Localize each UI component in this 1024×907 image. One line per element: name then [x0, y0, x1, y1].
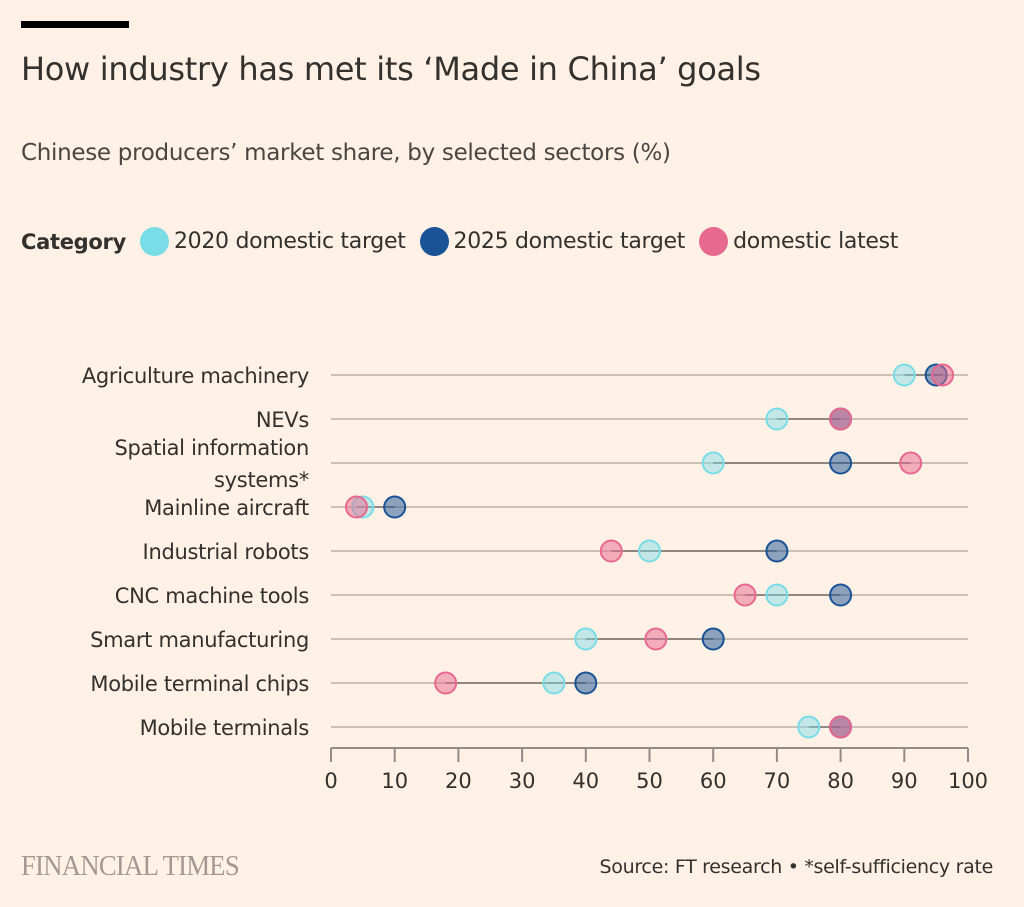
dot-2025-domestic-target [765, 539, 789, 563]
x-tick-label: 40 [572, 769, 599, 793]
category-label: CNC machine tools [115, 584, 309, 608]
dot-domestic-latest [344, 495, 368, 519]
category-label: Smart manufacturing [90, 628, 309, 652]
legend-label-domestic-latest: domestic latest [733, 229, 899, 254]
dot-domestic-latest [434, 671, 458, 695]
category-label: Spatial information systems* [115, 436, 309, 492]
category-label: Industrial robots [143, 540, 309, 564]
dot-2025-domestic-target [829, 451, 853, 475]
x-tick-label: 80 [827, 769, 854, 793]
category-label: Mobile terminal chips [90, 672, 309, 696]
category-label: NEVs [256, 408, 309, 432]
x-tick-label: 90 [891, 769, 918, 793]
x-tick-label: 10 [381, 769, 408, 793]
source-note: Source: FT research • *self-sufficiency … [599, 856, 994, 878]
legend-swatch-2020-target [139, 227, 169, 256]
x-tick-label: 50 [636, 769, 663, 793]
legend-item-2025-target: 2025 domestic target [419, 227, 686, 256]
legend-swatch-domestic-latest [699, 227, 729, 256]
legend-swatch-2025-target [419, 227, 449, 256]
dot-2025-domestic-target [829, 583, 853, 607]
dot-domestic-latest [644, 627, 668, 651]
dot-2025-domestic-target [574, 671, 598, 695]
dot-2020-domestic-target [638, 539, 661, 563]
x-tick-label: 30 [509, 769, 536, 793]
dot-2020-domestic-target [797, 715, 821, 739]
x-tick-label: 70 [764, 769, 791, 793]
legend-title: Category [21, 229, 126, 254]
ft-accent-bar [21, 21, 129, 28]
legend-item-domestic-latest: domestic latest [699, 227, 898, 256]
dot-domestic-latest [829, 715, 853, 739]
category-label: Mobile terminals [140, 716, 309, 740]
dot-domestic-latest [599, 539, 623, 563]
category-label: Mainline aircraft [144, 496, 309, 520]
x-tick-label: 60 [700, 769, 727, 793]
legend: Category 2020 domestic target 2025 domes… [21, 227, 912, 256]
dot-2020-domestic-target [542, 671, 566, 695]
dot-2025-domestic-target [701, 627, 725, 651]
dot-2020-domestic-target [765, 407, 789, 431]
category-label-line: systems* [214, 468, 309, 492]
x-tick-label: 100 [948, 769, 988, 793]
dot-domestic-latest [931, 363, 955, 387]
category-label-line: Spatial information [115, 436, 309, 460]
category-label: Agriculture machinery [82, 364, 309, 388]
dot-domestic-latest [829, 407, 853, 431]
legend-label-2020-target: 2020 domestic target [173, 229, 406, 254]
dot-2020-domestic-target [892, 363, 916, 387]
x-tick-label: 20 [445, 769, 472, 793]
ft-logo: FINANCIAL TIMES [21, 850, 240, 882]
dot-2020-domestic-target [574, 627, 598, 651]
dot-domestic-latest [733, 583, 757, 607]
dot-2020-domestic-target [701, 451, 725, 475]
chart-subtitle: Chinese producers’ market share, by sele… [21, 140, 671, 166]
dot-domestic-latest [899, 451, 923, 475]
x-tick-label: 0 [324, 769, 337, 793]
legend-label-2025-target: 2025 domestic target [453, 229, 686, 254]
dot-2025-domestic-target [383, 495, 407, 519]
legend-item-2020-target: 2020 domestic target [139, 227, 406, 256]
dot-2020-domestic-target [765, 583, 789, 607]
chart-title: How industry has met its ‘Made in China’… [21, 50, 761, 88]
